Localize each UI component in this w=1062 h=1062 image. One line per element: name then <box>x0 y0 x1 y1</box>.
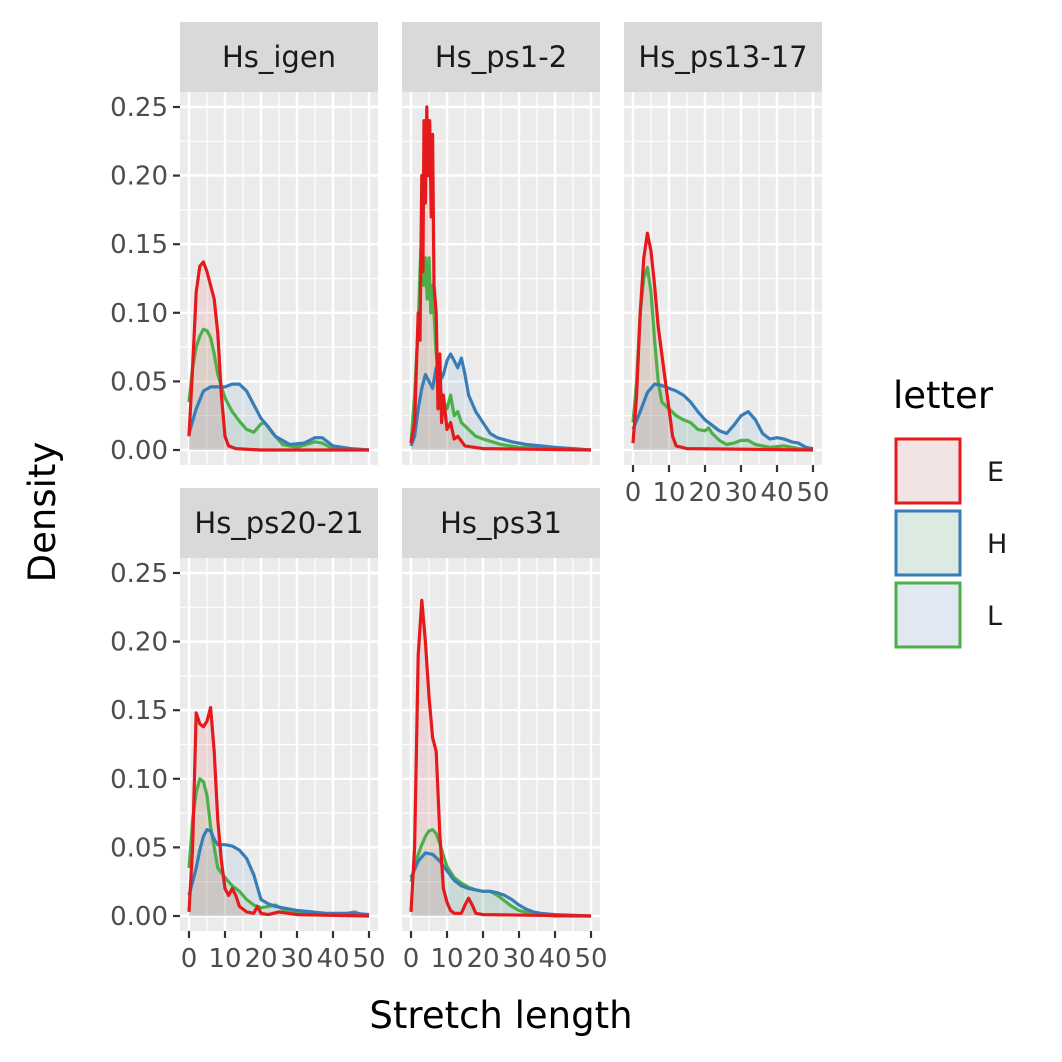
x-tick-label: 40 <box>316 944 349 974</box>
density-line-E <box>631 231 814 452</box>
x-tick-label: 30 <box>502 944 535 974</box>
y-tick-label: 0.00 <box>110 902 168 932</box>
legend: letter E H L <box>893 374 1007 649</box>
density-area-E <box>189 262 369 450</box>
facet-panel: Hs_ps20-21 0.00 0.05 0.10 0.15 0.20 0.25 0 10 20 3… <box>110 488 386 974</box>
density-area-H <box>411 852 591 916</box>
density-area-L <box>411 829 591 916</box>
facet-strip <box>402 22 600 92</box>
legend-label: H <box>987 529 1007 560</box>
facet-panel: Hs_ps31 0 10 20 30 40 50 <box>402 488 608 974</box>
y-tick-label: 0.20 <box>110 628 168 658</box>
facet-strip <box>180 22 378 92</box>
legend-key-E: E <box>894 437 1004 505</box>
facet-strip <box>624 22 822 92</box>
density-line-H <box>187 828 370 917</box>
x-axis-title: Stretch length <box>369 994 632 1037</box>
density-line-L <box>409 828 591 918</box>
y-tick-label: 0.00 <box>110 436 168 466</box>
x-tick-label: 20 <box>244 944 277 974</box>
x-tick-label: 50 <box>574 944 607 974</box>
x-tick-label: 50 <box>352 944 385 974</box>
facet-strip-label: Hs_igen <box>222 40 336 74</box>
y-tick-label: 0.20 <box>110 162 168 192</box>
facet-panel: Hs_ps13-17 0 10 20 30 40 50 <box>624 22 830 508</box>
y-tick-label: 0.10 <box>110 299 168 329</box>
density-line-L <box>631 265 814 452</box>
facet-strip-label: Hs_ps31 <box>440 506 562 540</box>
legend-title: letter <box>893 374 994 417</box>
y-tick-label: 0.25 <box>110 559 168 589</box>
x-tick-label: 0 <box>625 478 642 508</box>
y-tick-label: 0.15 <box>110 696 168 726</box>
density-line-E <box>187 260 369 452</box>
facet-panel: Hs_ps1-2 <box>402 22 600 465</box>
x-tick-label: 10 <box>652 478 685 508</box>
x-tick-label: 40 <box>538 944 571 974</box>
density-line-L <box>187 327 370 452</box>
density-area-H <box>633 384 813 450</box>
facet-strip <box>180 488 378 558</box>
x-tick-label: 40 <box>760 478 793 508</box>
x-tick-label: 30 <box>280 944 313 974</box>
x-tick-label: 10 <box>208 944 241 974</box>
y-tick-label: 0.05 <box>110 367 168 397</box>
facet-strip-label: Hs_ps20-21 <box>194 506 363 540</box>
x-tick-label: 0 <box>403 944 420 974</box>
density-area-E <box>411 600 591 916</box>
density-area-L <box>189 329 369 450</box>
legend-swatch <box>894 509 962 577</box>
density-area-E <box>189 707 369 916</box>
legend-label: L <box>987 601 1002 632</box>
y-tick-label: 0.15 <box>110 230 168 260</box>
density-area-L <box>411 230 591 450</box>
legend-key-L: L <box>894 581 1002 649</box>
y-tick-label: 0.25 <box>110 93 168 123</box>
x-tick-label: 0 <box>181 944 198 974</box>
facet-strip <box>402 488 600 558</box>
facet-panels: Hs_igen 0.00 0.05 0.10 0.15 0.20 0.25 Hs_ps1-2 H… <box>110 22 830 974</box>
legend-label: E <box>987 457 1004 488</box>
y-axis-title: Density <box>21 442 64 583</box>
facet-strip-label: Hs_ps1-2 <box>435 40 567 74</box>
y-tick-label: 0.10 <box>110 765 168 795</box>
density-line-E <box>409 105 592 452</box>
density-area-E <box>411 107 591 450</box>
facet-panel: Hs_igen 0.00 0.05 0.10 0.15 0.20 0.25 <box>110 22 378 466</box>
x-tick-label: 50 <box>796 478 829 508</box>
legend-swatch <box>894 581 962 649</box>
density-line-H <box>409 851 592 918</box>
x-tick-label: 20 <box>466 944 499 974</box>
density-line-H <box>409 352 592 452</box>
density-line-H <box>631 382 814 451</box>
x-tick-label: 20 <box>688 478 721 508</box>
density-area-L <box>189 778 369 916</box>
x-tick-label: 10 <box>430 944 463 974</box>
legend-key-H: H <box>894 509 1007 577</box>
density-line-E <box>187 705 370 918</box>
density-line-E <box>409 598 592 918</box>
legend-swatch <box>894 437 962 505</box>
facet-strip-label: Hs_ps13-17 <box>638 40 807 74</box>
x-tick-label: 30 <box>724 478 757 508</box>
density-area-H <box>189 384 369 450</box>
density-line-H <box>187 382 370 452</box>
density-area-L <box>633 267 813 450</box>
y-tick-label: 0.05 <box>110 833 168 863</box>
density-area-H <box>411 354 591 450</box>
